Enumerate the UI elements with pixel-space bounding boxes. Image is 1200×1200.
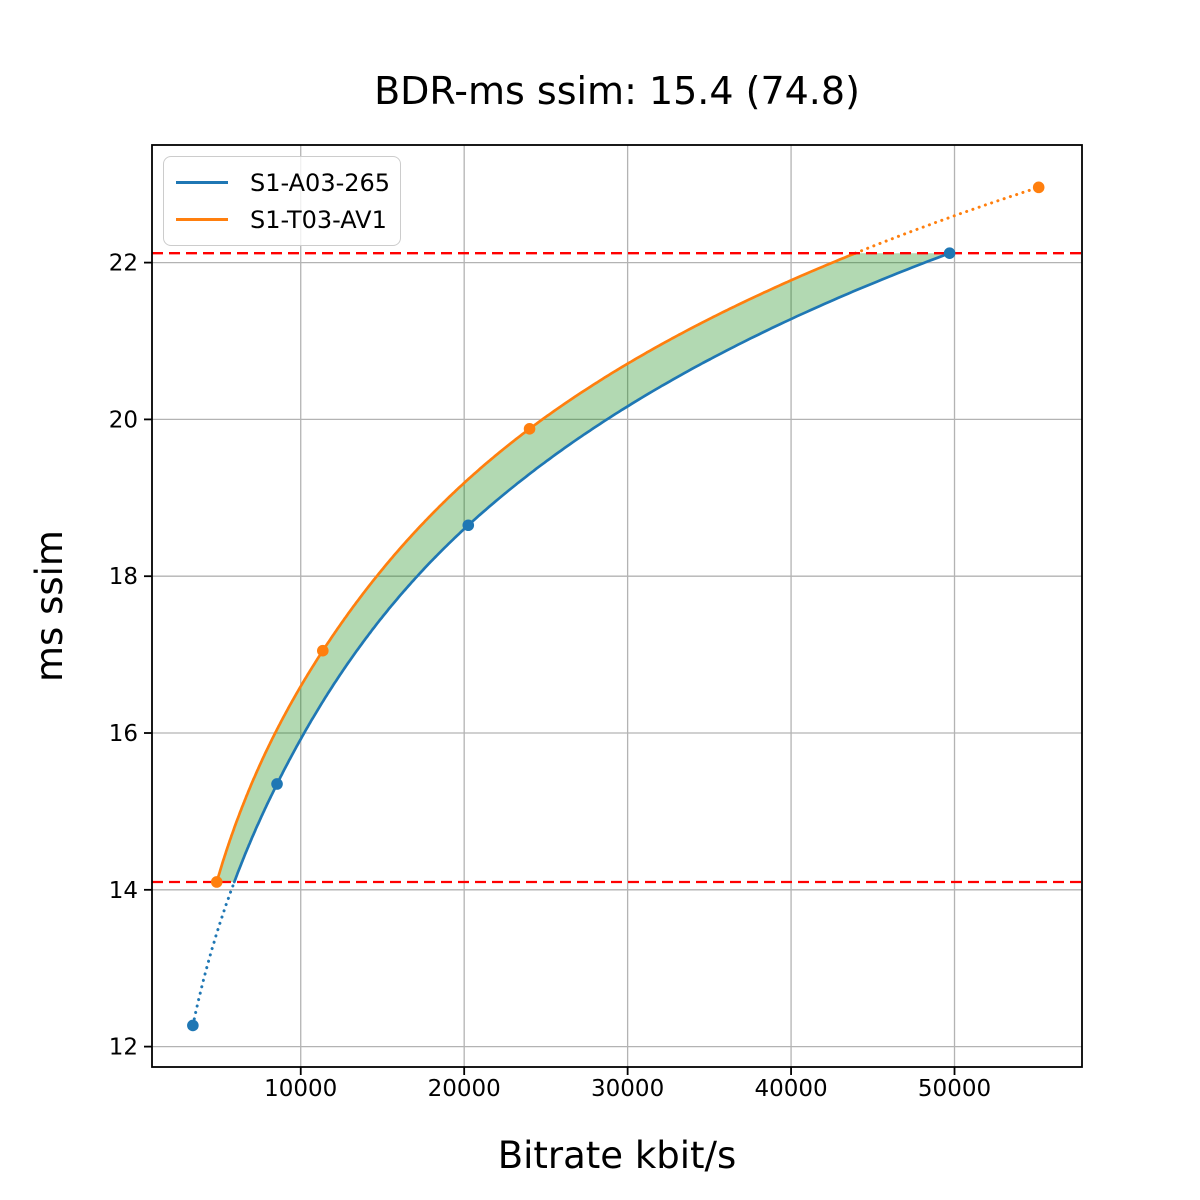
chart-title: BDR-ms ssim: 15.4 (74.8) [374,69,860,113]
bd-area-fill [216,253,950,882]
x-tick-label: 50000 [918,1076,991,1102]
markers-layer [187,181,1045,1032]
y-tick-label: 18 [109,564,138,590]
data-point-marker [271,778,283,790]
y-tick-label: 14 [109,878,138,904]
data-point-marker [187,1019,199,1032]
x-tick-label: 20000 [428,1076,501,1102]
data-point-marker [1032,181,1045,194]
grid-layer [152,145,1082,1067]
plot-border [151,144,1083,1068]
y-axis-label: ms ssim [28,530,71,682]
data-point-marker [210,876,223,888]
series-s1-t03-av1-curve [215,251,857,884]
y-tick-label: 16 [109,721,138,747]
legend-label: S1-A03-265 [250,168,391,197]
x-axis-label: Bitrate kbit/s [498,1134,737,1177]
x-tick-label: 40000 [754,1076,827,1102]
y-tick-label: 20 [109,407,138,433]
x-tick-label: 30000 [591,1076,664,1102]
bd-bound-lines-layer [152,252,1082,884]
data-point-marker [943,247,956,259]
legend: S1-A03-265 S1-T03-AV1 [163,156,401,246]
series-s1-t03-av1-dotted-segment [853,185,1041,255]
x-tick-label: 10000 [264,1076,337,1102]
y-tick-label: 12 [109,1035,138,1061]
legend-item-s1-t03-av1: S1-T03-AV1 [174,201,390,238]
y-tick-label: 22 [109,251,138,277]
tick-labels-layer: 10000 20000 30000 40000 50000 12 14 16 18 20 22 [109,251,991,1102]
data-point-marker [462,519,475,532]
data-point-marker [316,644,329,657]
data-point-marker [523,423,536,435]
legend-line-sample-icon [176,218,228,221]
legend-item-s1-a03-265: S1-A03-265 [174,164,390,201]
legend-line-sample-icon [176,181,228,184]
axes-layer [144,144,1083,1075]
legend-label: S1-T03-AV1 [250,205,387,234]
bd-area-fill-layer [216,253,950,882]
series-s1-a03-265-curve [232,251,951,884]
series-s1-a03-265-dotted-segment [191,880,236,1027]
curves-layer [191,185,1041,1027]
